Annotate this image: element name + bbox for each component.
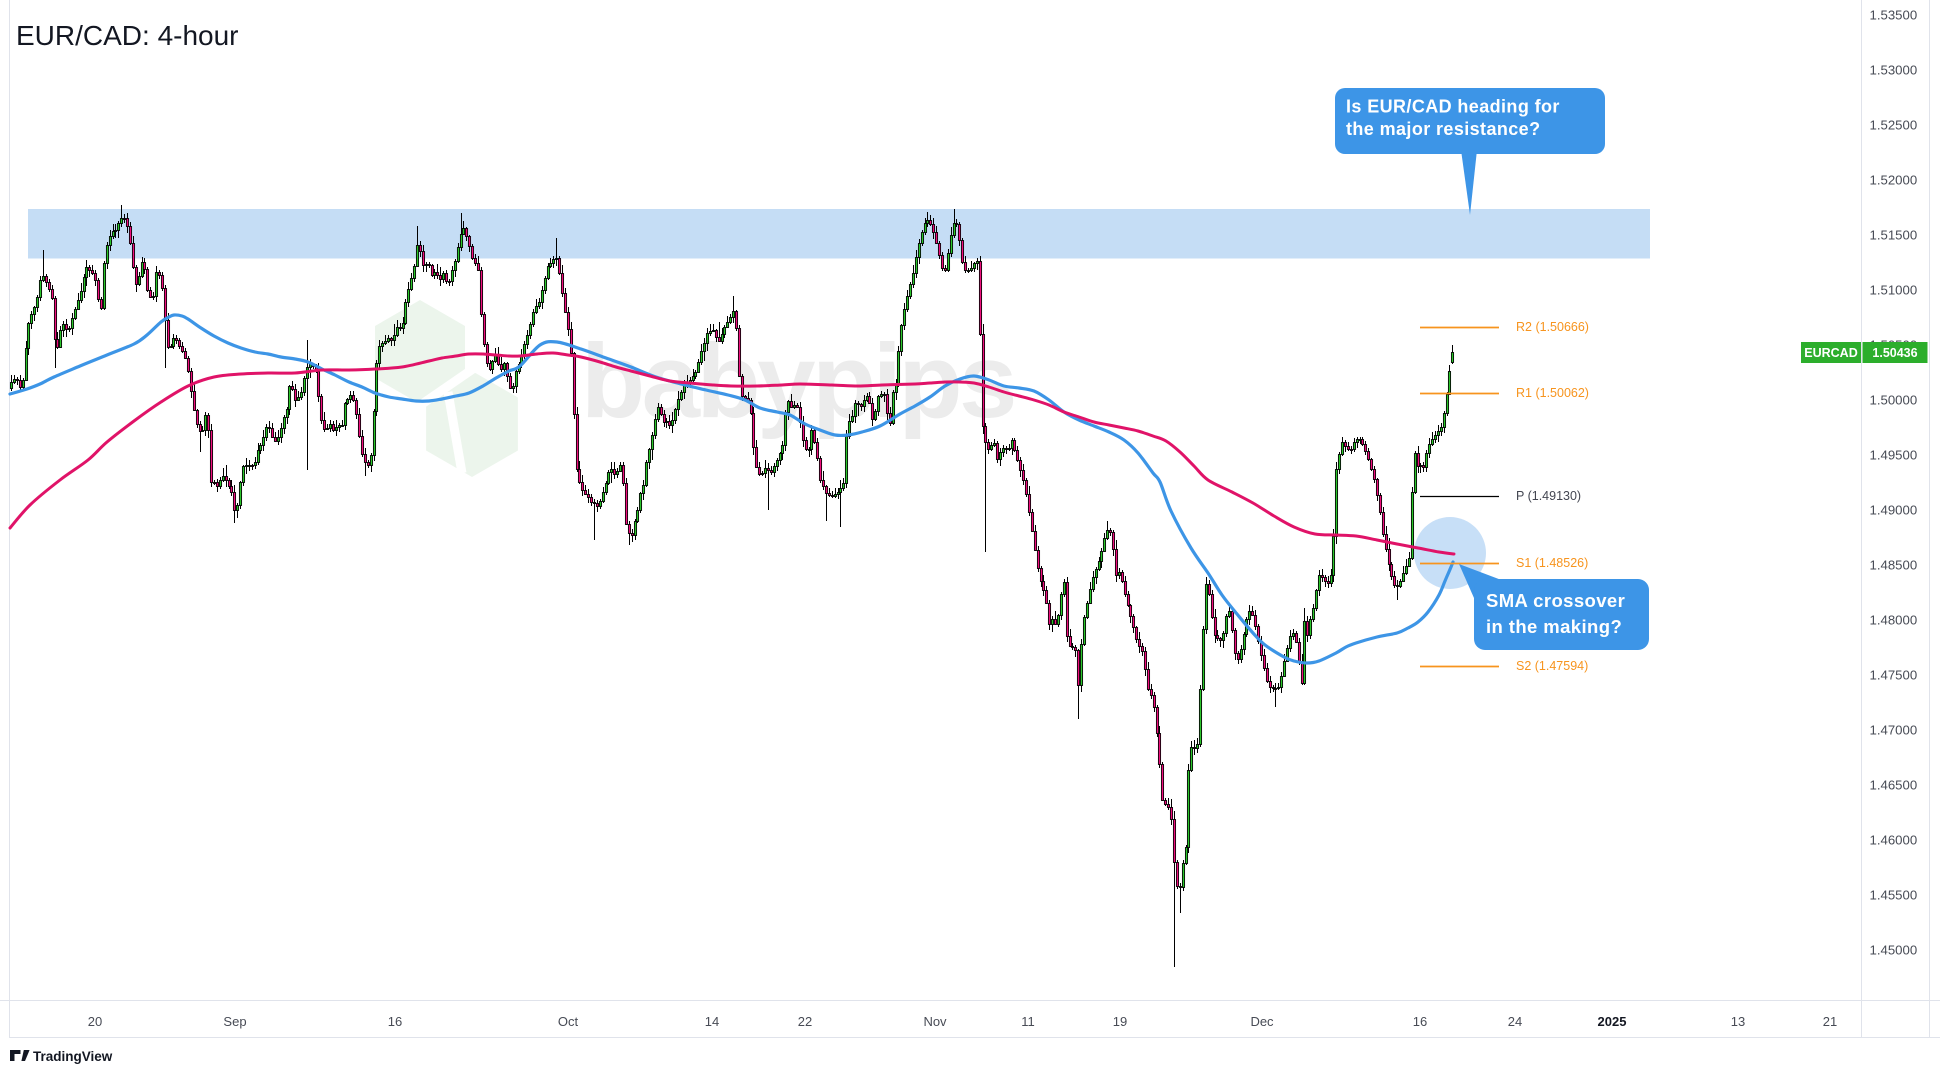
svg-text:1.45500: 1.45500 — [1870, 888, 1918, 903]
svg-text:1.50436: 1.50436 — [1872, 346, 1917, 360]
svg-text:1.48000: 1.48000 — [1870, 613, 1918, 628]
svg-text:13: 13 — [1731, 1014, 1745, 1029]
svg-text:1.47500: 1.47500 — [1870, 668, 1918, 683]
svg-text:21: 21 — [1823, 1014, 1837, 1029]
svg-text:R2 (1.50666): R2 (1.50666) — [1516, 320, 1589, 334]
svg-text:14: 14 — [705, 1014, 719, 1029]
svg-text:Is EUR/CAD heading for: Is EUR/CAD heading for — [1346, 97, 1560, 117]
svg-text:1.53500: 1.53500 — [1870, 8, 1918, 23]
svg-text:the major resistance?: the major resistance? — [1346, 119, 1540, 139]
svg-text:Oct: Oct — [558, 1014, 579, 1029]
svg-text:P (1.49130): P (1.49130) — [1516, 489, 1581, 503]
svg-text:1.45000: 1.45000 — [1870, 943, 1918, 958]
svg-text:S1 (1.48526): S1 (1.48526) — [1516, 556, 1588, 570]
svg-text:1.49000: 1.49000 — [1870, 503, 1918, 518]
svg-text:EUR/CAD: 4-hour: EUR/CAD: 4-hour — [16, 20, 239, 51]
svg-text:1.46000: 1.46000 — [1870, 833, 1918, 848]
svg-text:16: 16 — [1413, 1014, 1427, 1029]
svg-text:R1 (1.50062): R1 (1.50062) — [1516, 386, 1589, 400]
svg-text:1.49500: 1.49500 — [1870, 448, 1918, 463]
svg-text:1.51500: 1.51500 — [1870, 228, 1918, 243]
svg-text:1.50000: 1.50000 — [1870, 393, 1918, 408]
svg-text:SMA crossover: SMA crossover — [1486, 590, 1625, 611]
svg-text:2025: 2025 — [1598, 1014, 1627, 1029]
svg-text:TradingView: TradingView — [33, 1049, 113, 1064]
svg-text:EURCAD: EURCAD — [1804, 346, 1857, 360]
svg-text:24: 24 — [1508, 1014, 1522, 1029]
svg-text:11: 11 — [1021, 1014, 1035, 1029]
svg-text:1.52500: 1.52500 — [1870, 118, 1918, 133]
svg-text:Dec: Dec — [1250, 1014, 1274, 1029]
svg-text:S2 (1.47594): S2 (1.47594) — [1516, 659, 1588, 673]
svg-text:16: 16 — [388, 1014, 402, 1029]
svg-text:1.51000: 1.51000 — [1870, 283, 1918, 298]
svg-text:22: 22 — [798, 1014, 812, 1029]
svg-text:19: 19 — [1113, 1014, 1127, 1029]
svg-text:1.46500: 1.46500 — [1870, 778, 1918, 793]
svg-text:1.52000: 1.52000 — [1870, 173, 1918, 188]
svg-text:1.53000: 1.53000 — [1870, 63, 1918, 78]
svg-text:Sep: Sep — [223, 1014, 246, 1029]
svg-text:1.47000: 1.47000 — [1870, 723, 1918, 738]
svg-text:20: 20 — [88, 1014, 102, 1029]
svg-text:in the making?: in the making? — [1486, 616, 1622, 637]
svg-text:Nov: Nov — [923, 1014, 947, 1029]
svg-text:1.48500: 1.48500 — [1870, 558, 1918, 573]
